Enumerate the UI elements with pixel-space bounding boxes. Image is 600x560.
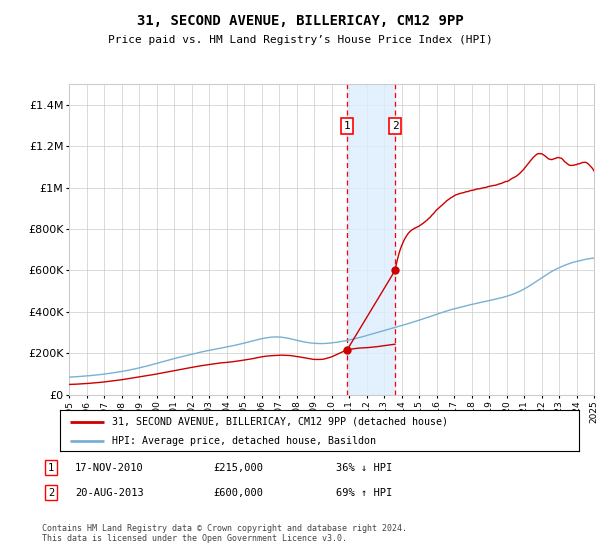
Text: £600,000: £600,000 [213, 488, 263, 498]
Text: 1: 1 [344, 121, 350, 131]
Text: £215,000: £215,000 [213, 463, 263, 473]
Text: 17-NOV-2010: 17-NOV-2010 [75, 463, 144, 473]
Text: 2: 2 [392, 121, 398, 131]
Bar [347, 84, 395, 395]
Text: Contains HM Land Registry data © Crown copyright and database right 2024.
This d: Contains HM Land Registry data © Crown c… [42, 524, 407, 543]
Text: 20-AUG-2013: 20-AUG-2013 [75, 488, 144, 498]
Text: 31, SECOND AVENUE, BILLERICAY, CM12 9PP: 31, SECOND AVENUE, BILLERICAY, CM12 9PP [137, 14, 463, 28]
Text: HPI: Average price, detached house, Basildon: HPI: Average price, detached house, Basi… [112, 436, 376, 446]
Text: 31, SECOND AVENUE, BILLERICAY, CM12 9PP (detached house): 31, SECOND AVENUE, BILLERICAY, CM12 9PP … [112, 417, 448, 427]
Text: 1: 1 [48, 463, 54, 473]
Text: 2: 2 [48, 488, 54, 498]
Text: 36% ↓ HPI: 36% ↓ HPI [336, 463, 392, 473]
Text: Price paid vs. HM Land Registry’s House Price Index (HPI): Price paid vs. HM Land Registry’s House … [107, 35, 493, 45]
Text: 69% ↑ HPI: 69% ↑ HPI [336, 488, 392, 498]
